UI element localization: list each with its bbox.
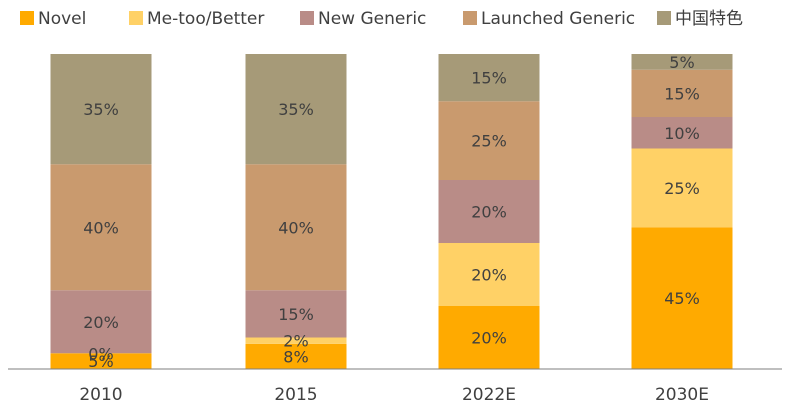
data-labels: 5%0%20%40%35%8%2%15%40%35%20%20%20%25%15… bbox=[83, 53, 700, 371]
data-label: 25% bbox=[471, 132, 507, 151]
data-label: 40% bbox=[278, 218, 314, 237]
x-tick-label: 2022E bbox=[462, 385, 516, 405]
legend-label: New Generic bbox=[318, 9, 426, 29]
legend-label: Me-too/Better bbox=[147, 9, 264, 29]
bar-segment bbox=[50, 164, 152, 291]
legend-swatch bbox=[463, 11, 477, 25]
data-label: 2% bbox=[283, 332, 308, 351]
legend-swatch bbox=[129, 11, 143, 25]
legend-swatch bbox=[300, 11, 314, 25]
bar-segment bbox=[438, 243, 540, 306]
data-label: 15% bbox=[471, 69, 507, 88]
legend-swatch bbox=[657, 11, 671, 25]
data-label: 25% bbox=[664, 179, 700, 198]
data-label: 0% bbox=[88, 344, 113, 363]
bar-segment bbox=[438, 101, 540, 180]
bar-segment bbox=[50, 290, 152, 354]
data-label: 10% bbox=[664, 124, 700, 143]
bar-segment bbox=[245, 343, 347, 369]
x-tick-labels: 2010 2015 2022E 2030E bbox=[79, 385, 709, 405]
data-label: 40% bbox=[83, 218, 119, 237]
data-label: 20% bbox=[471, 203, 507, 222]
bar-segment bbox=[245, 164, 347, 291]
data-label: 35% bbox=[278, 100, 314, 119]
data-label: 15% bbox=[278, 305, 314, 324]
data-label: 45% bbox=[664, 289, 700, 308]
data-label: 5% bbox=[669, 53, 694, 72]
bar-segment bbox=[50, 54, 152, 165]
data-label: 8% bbox=[283, 347, 308, 366]
bar-segment bbox=[631, 69, 733, 117]
x-tick-label: 2015 bbox=[274, 385, 317, 405]
data-label: 20% bbox=[83, 313, 119, 332]
data-label: 20% bbox=[471, 329, 507, 348]
legend-swatch bbox=[20, 11, 34, 25]
x-tick-label: 2030E bbox=[655, 385, 709, 405]
bar-segment bbox=[438, 306, 540, 369]
data-label: 15% bbox=[664, 84, 700, 103]
bar-segment bbox=[438, 180, 540, 243]
bar-segment bbox=[50, 353, 152, 369]
bar-segment bbox=[631, 54, 733, 70]
data-label: 20% bbox=[471, 266, 507, 285]
data-label: 5% bbox=[88, 352, 113, 371]
bar-segment bbox=[631, 227, 733, 369]
bar-segment bbox=[245, 290, 347, 338]
legend: Novel Me-too/Better New Generic Launched Ge… bbox=[20, 9, 743, 29]
bars bbox=[50, 54, 733, 369]
bar-segment bbox=[245, 337, 347, 344]
legend-label: 中国特色 bbox=[675, 9, 743, 29]
legend-label: Novel bbox=[38, 9, 86, 29]
bar-segment bbox=[631, 117, 733, 149]
data-label: 35% bbox=[83, 100, 119, 119]
bar-segment bbox=[631, 148, 733, 228]
x-tick-label: 2010 bbox=[79, 385, 122, 405]
bar-segment bbox=[438, 54, 540, 102]
legend-label: Launched Generic bbox=[481, 9, 635, 29]
bar-segment bbox=[245, 54, 347, 165]
